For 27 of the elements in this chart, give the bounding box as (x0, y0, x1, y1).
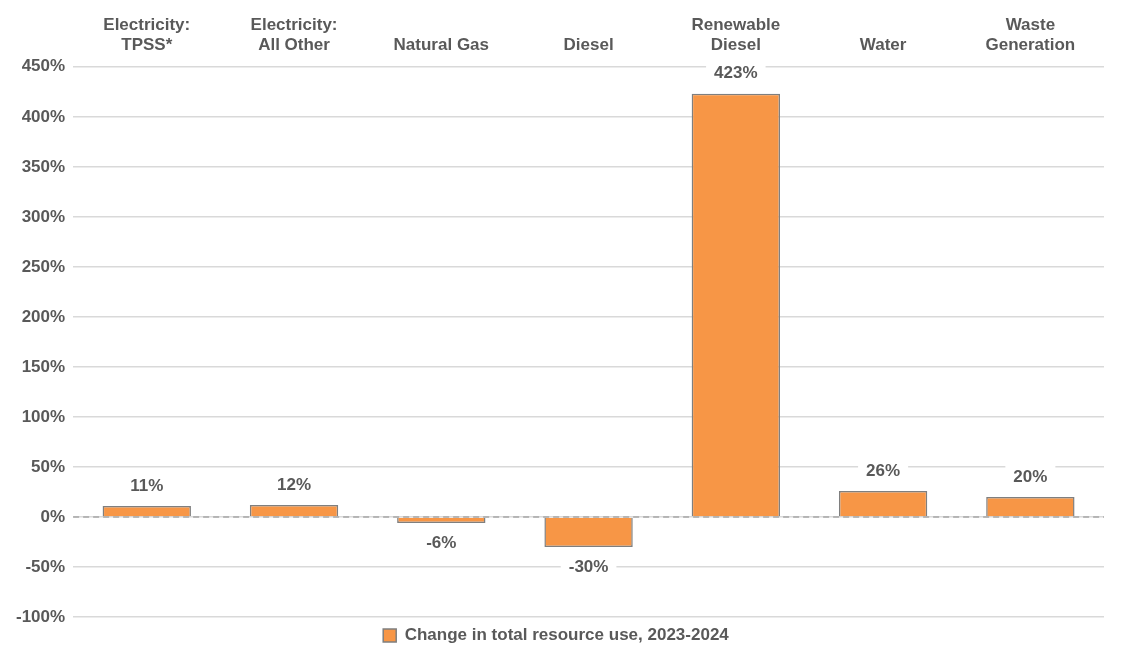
data-label: -30% (568, 556, 609, 576)
data-label: 20% (1013, 466, 1048, 486)
x-tick-label: Natural Gas (393, 35, 490, 55)
y-tick-label: -100% (16, 606, 66, 626)
x-tick-label: Electricity: TPSS* (103, 14, 191, 55)
legend-label: Change in total resource use, 2023-2024 (404, 625, 730, 645)
y-tick-label: 250% (21, 256, 66, 276)
x-tick-label: Diesel (563, 35, 614, 55)
data-label: 423% (714, 63, 758, 83)
y-tick-label: -50% (25, 556, 66, 576)
x-tick-label: Waste Generation (985, 14, 1076, 55)
y-tick-label: 300% (21, 206, 66, 226)
x-tick-label: Renewable Diesel (691, 14, 781, 55)
data-label: -6% (426, 532, 457, 552)
x-tick-label: Water (859, 35, 907, 55)
y-tick-label: 100% (21, 406, 66, 426)
y-tick-label: 200% (21, 306, 66, 326)
data-label: 11% (130, 475, 164, 495)
data-label: 26% (866, 460, 901, 480)
y-tick-label: 350% (21, 156, 66, 176)
y-tick-label: 50% (31, 456, 66, 476)
y-tick-label: 450% (21, 56, 66, 76)
x-tick-label: Electricity: All Other (250, 14, 338, 55)
y-tick-label: 0% (40, 506, 66, 526)
data-label: 12% (277, 474, 312, 494)
y-tick-label: 400% (21, 106, 66, 126)
y-tick-label: 150% (21, 356, 66, 376)
